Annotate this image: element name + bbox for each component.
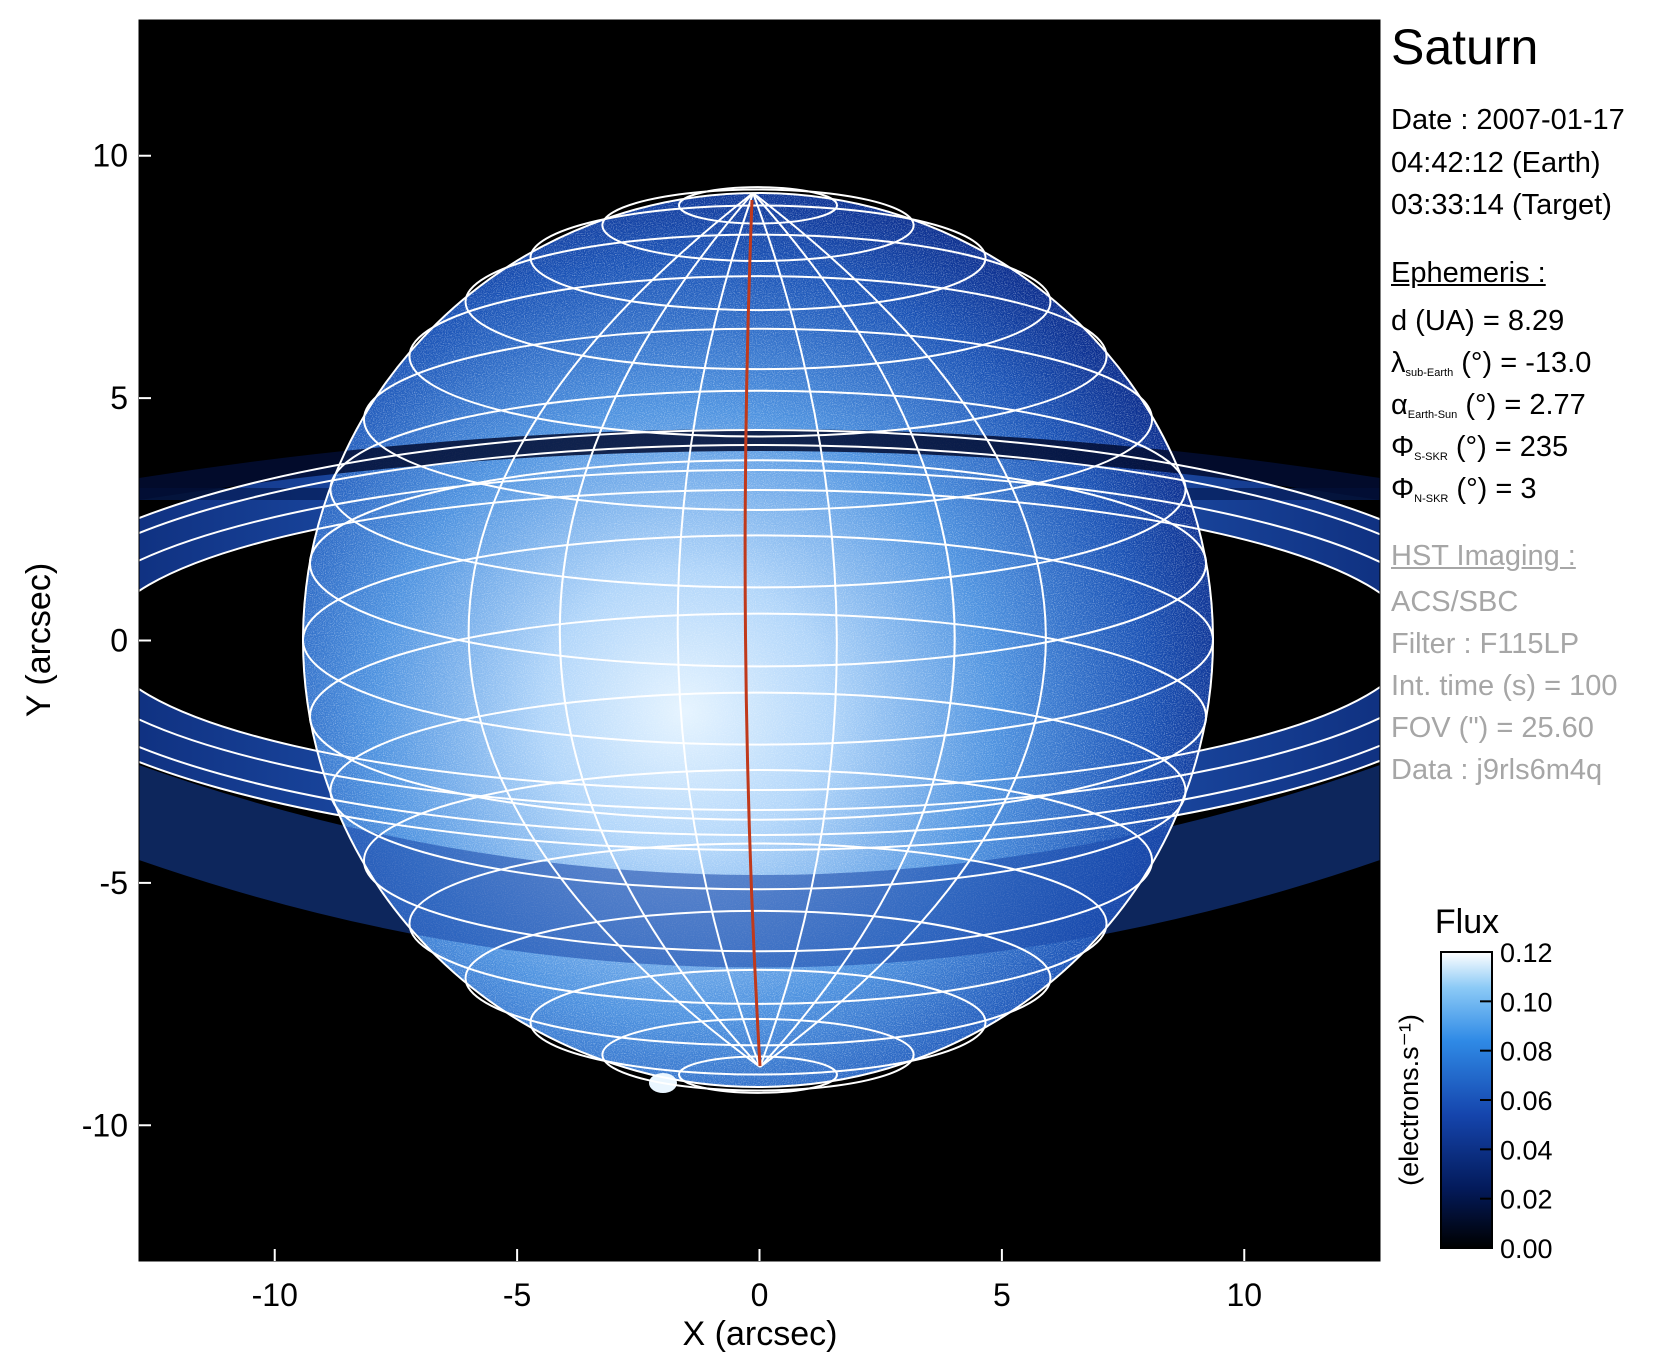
ephemeris-subscript: N-SKR <box>1414 493 1449 505</box>
planet-title: Saturn <box>1391 19 1539 75</box>
latitude-line <box>362 327 1154 511</box>
ephemeris-unit: (°) <box>1453 347 1501 379</box>
imaging-line: Filter : F115LP <box>1391 628 1580 660</box>
colorbar-ticks: 0.12 0.10 0.08 0.06 0.04 0.02 0.00 <box>1480 938 1553 1264</box>
latitude-line <box>601 188 915 263</box>
colorbar: Flux 0.12 0.10 0.08 0.06 0.04 0.02 0.00 (elect… <box>1394 903 1553 1264</box>
y-tick-label: -10 <box>82 1107 128 1143</box>
colorbar-label: (electrons.s⁻¹) <box>1394 1014 1424 1186</box>
ephemeris-unit: (°) <box>1457 389 1505 421</box>
central-meridian <box>743 199 762 1067</box>
longitude-line <box>752 192 956 1068</box>
colorbar-title: Flux <box>1435 903 1499 941</box>
ephemeris-subscript: S-SKR <box>1414 451 1448 463</box>
colorbar-tick-label: 0.12 <box>1500 938 1553 968</box>
ring-ellipse <box>139 429 1380 851</box>
y-tick-label: 10 <box>92 138 128 174</box>
x-tick-label: -10 <box>252 1277 298 1313</box>
latitude-line <box>677 186 839 225</box>
ephemeris-symbol: d (UA) <box>1391 305 1475 337</box>
planet-limb <box>302 192 1214 1088</box>
x-tick-label: 0 <box>751 1277 769 1313</box>
x-tick-label: -5 <box>503 1277 531 1313</box>
ephemeris-row: d (UA) = 8.29 <box>1391 305 1564 338</box>
imaging-line: FOV (") = 25.60 <box>1391 712 1594 744</box>
latitude-line <box>362 769 1154 953</box>
longitude-line <box>676 192 761 1068</box>
y-axis-label: Y (arcsec) <box>20 563 58 717</box>
target-time: 03:33:14 (Target) <box>1391 189 1612 221</box>
date-line: Date : 2007-01-17 <box>1391 104 1625 136</box>
longitude-line <box>558 192 761 1068</box>
x-axis-label: X (arcsec) <box>683 1315 838 1353</box>
latitude-line <box>529 968 987 1076</box>
ephemeris-row: αEarth-Sun (°) = 2.77 <box>1391 389 1586 422</box>
longitude-line <box>752 192 1047 1068</box>
ephemeris-value: = -13.0 <box>1500 347 1592 379</box>
imaging-line: Data : j9rls6m4q <box>1391 754 1603 786</box>
y-axis-ticks: 10 5 0 -5 -10 <box>82 138 151 1143</box>
ephemeris-symbol: Φ <box>1391 473 1415 505</box>
imaging-line: Int. time (s) = 100 <box>1391 670 1618 702</box>
colorbar-tick-label: 0.06 <box>1500 1086 1553 1116</box>
x-tick-label: 5 <box>993 1277 1011 1313</box>
earth-time: 04:42:12 (Earth) <box>1391 147 1601 179</box>
ephemeris-value: = 3 <box>1495 473 1537 505</box>
ephemeris-value: = 8.29 <box>1474 305 1565 337</box>
colorbar-tick-label: 0.00 <box>1500 1234 1553 1264</box>
ring-ellipse <box>139 444 1380 836</box>
colorbar-tick-label: 0.08 <box>1500 1037 1553 1067</box>
y-tick-label: 0 <box>110 623 128 659</box>
ephemeris-row: ΦN-SKR (°) = 3 <box>1391 473 1537 506</box>
ephemeris-symbol: Φ <box>1391 431 1415 463</box>
ring-shadow-band <box>139 429 1380 500</box>
ring-ellipse <box>139 489 1380 791</box>
x-axis-ticks: -10 -5 0 5 10 <box>252 1249 1262 1313</box>
ephemeris-symbol: α <box>1391 389 1408 421</box>
ephemeris-subscript: sub-Earth <box>1405 367 1454 379</box>
ephemeris-value: = 235 <box>1494 431 1569 463</box>
ephemeris-unit: (°) <box>1447 431 1495 463</box>
y-tick-label: -5 <box>100 865 128 901</box>
colorbar-tick-label: 0.02 <box>1500 1185 1553 1215</box>
colorbar-tick-label: 0.04 <box>1500 1135 1553 1165</box>
longitude-line <box>467 192 761 1068</box>
ephemeris-symbol: λ <box>1391 347 1406 379</box>
latitude-line <box>408 275 1108 438</box>
latitude-line <box>464 233 1052 371</box>
saturn-image <box>139 186 1380 1094</box>
ephemeris-value: = 2.77 <box>1504 389 1586 421</box>
y-tick-label: 5 <box>110 380 128 416</box>
colorbar-tick-label: 0.10 <box>1500 987 1553 1017</box>
ephemeris-heading: Ephemeris : <box>1391 257 1546 289</box>
imaging-heading: HST Imaging : <box>1391 540 1576 572</box>
ring-ellipse <box>139 469 1380 811</box>
coordinate-grid <box>139 186 1380 1094</box>
imaging-line: ACS/SBC <box>1391 586 1519 618</box>
x-tick-label: 10 <box>1226 1277 1262 1313</box>
ephemeris-subscript: Earth-Sun <box>1407 409 1458 421</box>
longitude-line <box>752 192 838 1068</box>
ephemeris-row: λsub-Earth (°) = -13.0 <box>1391 347 1591 380</box>
ephemeris-row: ΦS-SKR (°) = 235 <box>1391 431 1568 464</box>
ephemeris-unit: (°) <box>1448 473 1496 505</box>
